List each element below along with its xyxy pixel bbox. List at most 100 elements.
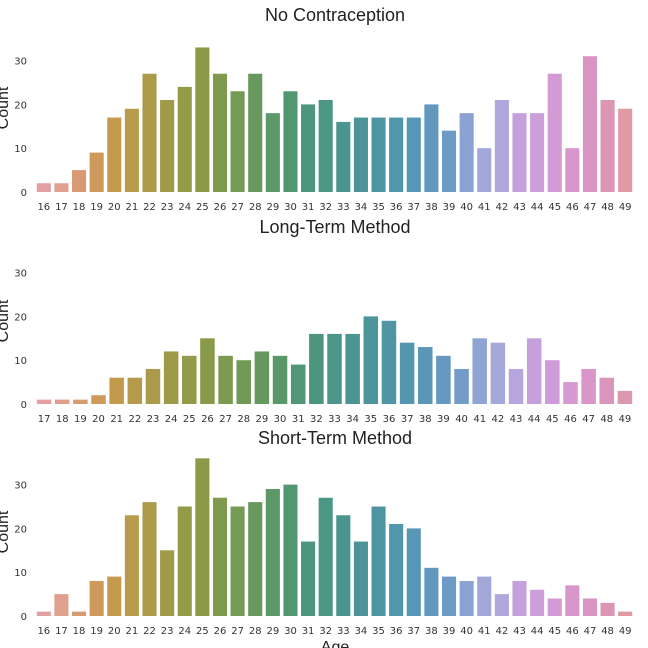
x-tick-label: 44 [528, 414, 541, 425]
bar-age-31 [290, 364, 306, 404]
x-tick-label: 23 [161, 202, 174, 213]
x-tick-label: 23 [147, 414, 160, 425]
bar-age-47 [582, 598, 597, 616]
x-tick-label: 20 [108, 202, 121, 213]
bar-age-18 [72, 170, 87, 192]
no-contraception-panel: No Contraception Count 0 10 20 30 16 17 18 19 20… [0, 5, 633, 213]
x-tick-label: 26 [214, 202, 227, 213]
x-tick-label: 39 [437, 414, 450, 425]
bar-age-47 [581, 368, 596, 404]
bar-age-34 [353, 541, 368, 616]
x-tick-label: 18 [73, 202, 86, 213]
x-tick-label: 32 [310, 414, 323, 425]
x-tick-label: 45 [546, 414, 559, 425]
bar-age-32 [309, 333, 324, 404]
x-tick-label: 41 [478, 202, 491, 213]
x-tick-label: 42 [491, 414, 504, 425]
bar-age-19 [73, 399, 88, 404]
bar-age-18 [72, 611, 87, 616]
bar-age-25 [195, 458, 210, 616]
x-tick-label: 49 [619, 202, 632, 213]
x-tick-label: 16 [37, 626, 50, 637]
bar-age-29 [265, 488, 280, 616]
x-tick-label: 35 [364, 414, 377, 425]
x-tick-label: 34 [355, 626, 368, 637]
bar-age-28 [236, 360, 251, 404]
x-tick-label: 42 [496, 202, 509, 213]
x-tick-label: 18 [56, 414, 69, 425]
x-tick-label: 47 [584, 202, 597, 213]
x-tick-label: 30 [284, 202, 297, 213]
x-tick-label: 37 [407, 202, 420, 213]
bar-age-27 [230, 91, 245, 192]
bar-age-49 [618, 108, 633, 192]
bar-age-24 [177, 86, 192, 192]
x-tick-label: 31 [292, 414, 305, 425]
bar-age-37 [406, 117, 421, 192]
x-tick-label: 21 [110, 414, 123, 425]
bar-age-24 [177, 506, 192, 616]
bar-age-45 [547, 598, 562, 616]
bar-age-23 [160, 100, 175, 192]
bar-age-43 [512, 580, 527, 616]
bar-age-22 [142, 502, 157, 616]
bar-age-19 [89, 152, 104, 192]
x-tick-label: 49 [619, 414, 632, 425]
bar-age-41 [477, 576, 492, 616]
bar-age-30 [272, 355, 288, 404]
x-tick-label: 34 [355, 202, 368, 213]
x-tick-label: 38 [425, 202, 438, 213]
bar-age-46 [563, 382, 578, 404]
y-axis-label: Count [0, 510, 12, 553]
bar-age-35 [363, 316, 379, 404]
bar-age-34 [353, 117, 368, 192]
x-tick-label: 32 [319, 202, 332, 213]
x-tick-label: 47 [584, 626, 597, 637]
x-tick-label: 22 [143, 626, 156, 637]
x-tick-label: 31 [302, 626, 315, 637]
bar-age-37 [399, 342, 415, 404]
x-tick-label: 28 [237, 414, 250, 425]
bar-age-49 [618, 611, 633, 616]
bar-age-44 [530, 589, 545, 616]
bar-age-17 [54, 594, 69, 616]
x-tick-label: 43 [510, 414, 523, 425]
bar-age-30 [283, 91, 298, 192]
bar-age-43 [512, 113, 527, 192]
bar-age-40 [459, 580, 474, 616]
x-tick-label: 21 [126, 202, 139, 213]
x-tick-label: 43 [513, 626, 526, 637]
bar-age-20 [107, 576, 122, 616]
x-tick-label: 30 [284, 626, 297, 637]
x-tick-label: 48 [601, 626, 614, 637]
x-tick-label: 49 [619, 626, 632, 637]
x-tick-label: 39 [443, 202, 456, 213]
bar-age-26 [212, 73, 228, 192]
bar-age-38 [424, 567, 439, 616]
bar-age-26 [200, 338, 215, 404]
bar-age-47 [582, 56, 597, 192]
x-tick-label: 38 [419, 414, 432, 425]
x-tick-label: 28 [249, 202, 262, 213]
y-tick-label: 10 [14, 144, 27, 155]
x-tick-label: 28 [249, 626, 262, 637]
y-tick-label: 0 [21, 400, 27, 411]
bar-age-33 [336, 515, 351, 616]
x-tick-label: 37 [407, 626, 420, 637]
x-tick-label: 25 [183, 414, 196, 425]
bar-age-41 [472, 338, 487, 404]
panel-title: Long-Term Method [259, 217, 410, 237]
x-tick-label: 33 [337, 202, 350, 213]
long-term-method-panel: Long-Term Method Count 0 10 20 30 17 18 19 20 21… [0, 217, 633, 425]
y-tick-label: 20 [14, 312, 27, 323]
x-tick-label: 41 [478, 626, 491, 637]
bar-age-32 [318, 100, 333, 192]
x-tick-label: 36 [390, 202, 403, 213]
bar-age-25 [182, 355, 197, 404]
bar-age-48 [600, 602, 615, 616]
bar-age-28 [248, 502, 263, 616]
x-tick-label: 46 [566, 626, 579, 637]
y-tick-label: 20 [14, 524, 27, 535]
bar-age-32 [318, 497, 333, 616]
